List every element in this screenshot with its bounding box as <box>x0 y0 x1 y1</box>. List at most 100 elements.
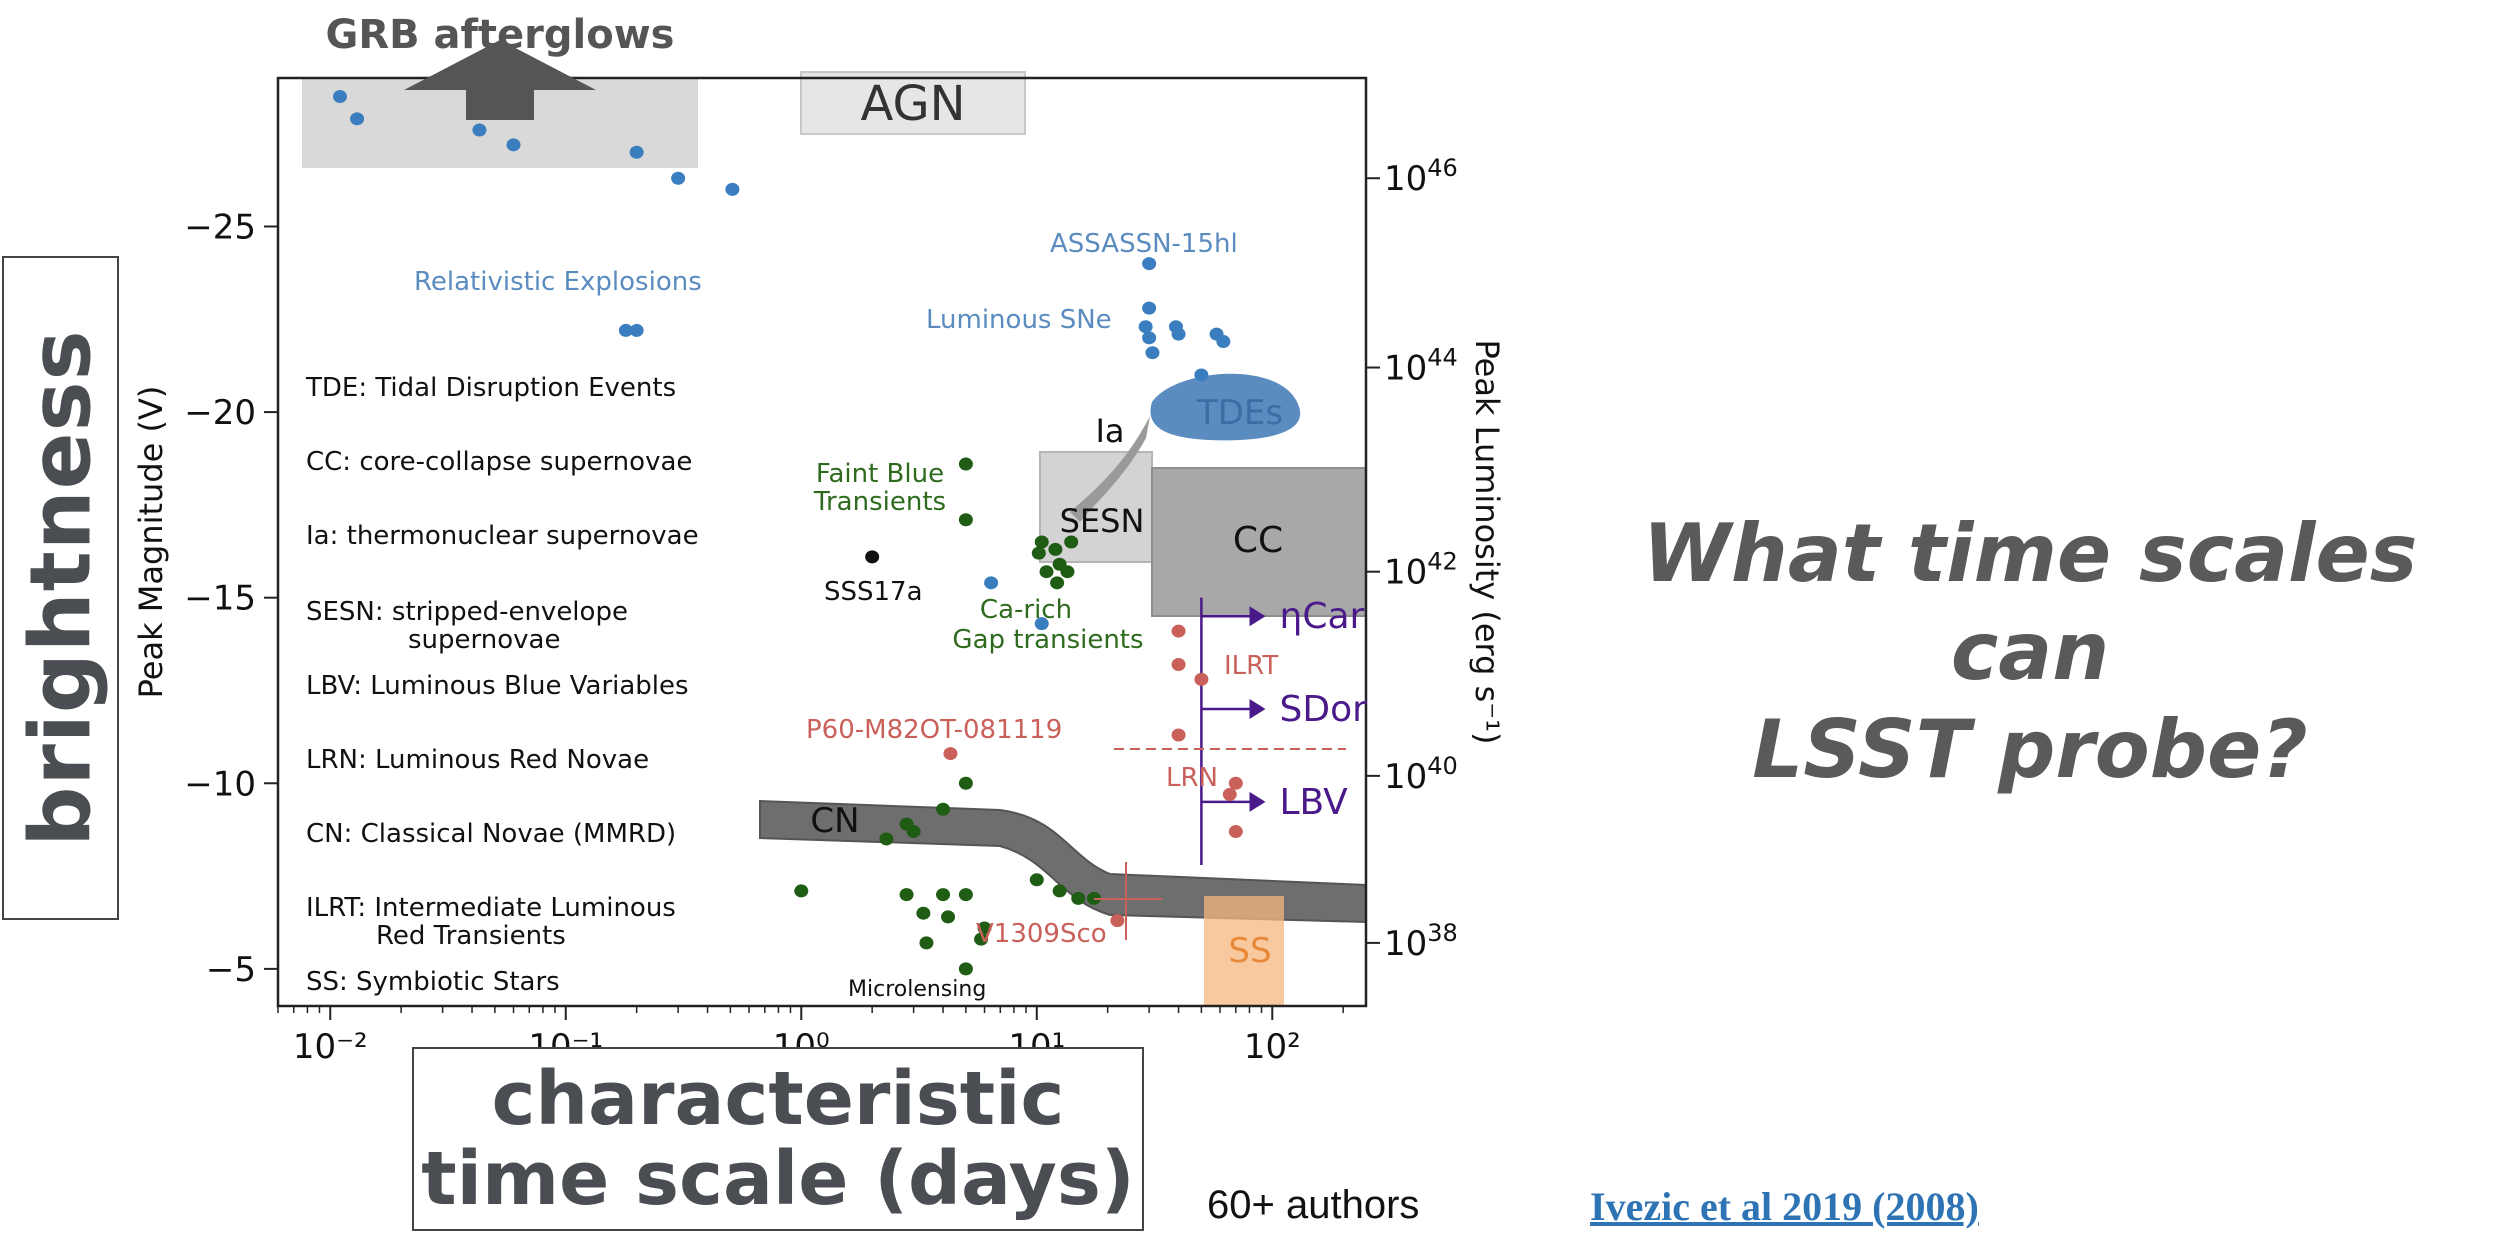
point-green-25 <box>1052 884 1067 898</box>
annotation-faint-blue: Faint Blue <box>816 459 944 489</box>
ia-region <box>1070 416 1150 522</box>
point-green-7 <box>1039 565 1054 579</box>
annotation-p60: P60-M82OT-081119 <box>806 715 1062 745</box>
point-red-7 <box>1228 825 1243 839</box>
plot-frame <box>276 76 1368 1008</box>
point-black-0 <box>865 550 880 564</box>
point-green-16 <box>899 888 914 902</box>
annotation-microlensing: Microlensing <box>848 977 986 1002</box>
annotation-transients: Transients <box>813 487 946 517</box>
annotation-v1309sco: V1309Sco <box>976 919 1107 949</box>
point-blue-3 <box>506 138 521 152</box>
tde-region <box>1150 373 1301 441</box>
point-green-21 <box>977 921 992 935</box>
legend-sesn-2: supernovae <box>408 625 560 655</box>
point-green-23 <box>919 936 934 950</box>
point-green-17 <box>936 888 951 902</box>
limit-label-0: ηCar <box>1280 596 1365 637</box>
point-green-2 <box>1034 535 1049 549</box>
legend-lrn: LRN: Luminous Red Novae <box>306 745 649 775</box>
point-blue-4 <box>629 145 644 159</box>
point-red-5 <box>1228 776 1243 790</box>
y-axis-label: Peak Magnitude (V) <box>132 386 170 699</box>
y-tick-label-4: −5 <box>206 950 256 990</box>
legend-sesn: SESN: stripped-envelope <box>306 597 628 627</box>
point-blue-17 <box>1216 335 1231 349</box>
y-tick-label-2: −15 <box>184 579 256 619</box>
legend-lbv: LBV: Luminous Blue Variables <box>306 671 689 701</box>
timescale-label-line1: characteristic <box>491 1056 1065 1142</box>
ss-label: SS <box>1228 931 1271 971</box>
point-green-1 <box>958 513 973 527</box>
annotation-luminous-sne: Luminous SNe <box>926 305 1112 335</box>
point-blue-5 <box>671 171 686 185</box>
legend-ia: Ia: thermonuclear supernovae <box>306 521 699 551</box>
annotation-lrn: LRN <box>1166 763 1218 793</box>
point-green-10 <box>958 776 973 790</box>
grb-up-arrow-icon <box>404 40 596 120</box>
cn-label: CN <box>810 801 859 841</box>
y2-tick-label-4: 1038 <box>1384 919 1458 964</box>
question-line1: What time scales can <box>1642 507 2418 698</box>
point-green-18 <box>916 906 931 920</box>
agn-region <box>800 71 1026 135</box>
limit-arrow-icon-0 <box>1249 606 1266 627</box>
point-blue-11 <box>1138 320 1153 334</box>
point-green-14 <box>899 817 914 831</box>
point-green-28 <box>958 962 973 976</box>
annotation-sss17a: SSS17a <box>824 577 923 607</box>
annotation-assassn: ASSASSN-15hl <box>1050 229 1238 259</box>
annotation-gap-transients: Gap transients <box>952 625 1143 655</box>
cc-region <box>1151 467 1367 617</box>
brightness-label: brightness <box>11 329 110 847</box>
citation-link[interactable]: Ivezic et al 2019 (2008) <box>1590 1184 1979 1229</box>
grb-label: GRB afterglows <box>325 12 674 58</box>
point-red-6 <box>1222 787 1237 801</box>
point-blue-6 <box>725 182 740 196</box>
point-green-19 <box>941 910 956 924</box>
sesn-label: SESN <box>1060 502 1145 540</box>
point-blue-13 <box>1145 346 1160 360</box>
point-blue-20 <box>1034 617 1049 631</box>
point-red-2 <box>1194 672 1209 686</box>
timescale-label-box: characteristic time scale (days) <box>412 1047 1144 1231</box>
annotation-relativistic: Relativistic Explosions <box>414 267 702 297</box>
point-green-20 <box>958 888 973 902</box>
point-blue-1 <box>350 112 365 126</box>
ia-label: Ia <box>1095 412 1124 450</box>
y2-tick-label-0: 1046 <box>1384 154 1458 199</box>
limit-label-2: LBV <box>1280 782 1349 823</box>
point-red-1 <box>1171 657 1186 671</box>
legend-ss: SS: Symbiotic Stars <box>306 967 560 997</box>
timescale-label-line2: time scale (days) <box>421 1136 1135 1222</box>
cc-label: CC <box>1233 520 1283 561</box>
point-green-11 <box>936 802 951 816</box>
y2-tick-label-1: 1044 <box>1384 344 1458 389</box>
timescale-label: characteristic time scale (days) <box>421 1059 1135 1219</box>
point-blue-9 <box>1142 257 1157 271</box>
point-red-0 <box>1171 624 1186 638</box>
point-blue-10 <box>1142 301 1157 315</box>
y2-axis-label: Peak Luminosity (erg s⁻¹) <box>1468 340 1506 745</box>
annotation-ilrt: ILRT <box>1224 651 1278 681</box>
point-green-26 <box>1071 891 1086 905</box>
point-blue-18 <box>1194 368 1209 382</box>
x-tick-label-4: 10² <box>1244 1027 1301 1067</box>
point-green-4 <box>1031 546 1046 560</box>
y-tick-label-1: −20 <box>184 393 256 433</box>
point-green-22 <box>974 932 989 946</box>
x-tick-label-0: 10⁻² <box>293 1027 368 1067</box>
point-green-13 <box>879 832 894 846</box>
point-blue-7 <box>618 323 633 337</box>
point-green-8 <box>1060 565 1075 579</box>
point-green-24 <box>1029 873 1044 887</box>
point-blue-2 <box>472 123 487 137</box>
point-blue-0 <box>332 90 347 104</box>
point-red-8 <box>1110 914 1125 928</box>
point-green-5 <box>1064 535 1079 549</box>
y-tick-label-0: −25 <box>184 207 256 247</box>
point-green-3 <box>1048 542 1063 556</box>
legend-ilrt-2: Red Transients <box>376 921 566 951</box>
ss-region <box>1204 896 1284 1006</box>
